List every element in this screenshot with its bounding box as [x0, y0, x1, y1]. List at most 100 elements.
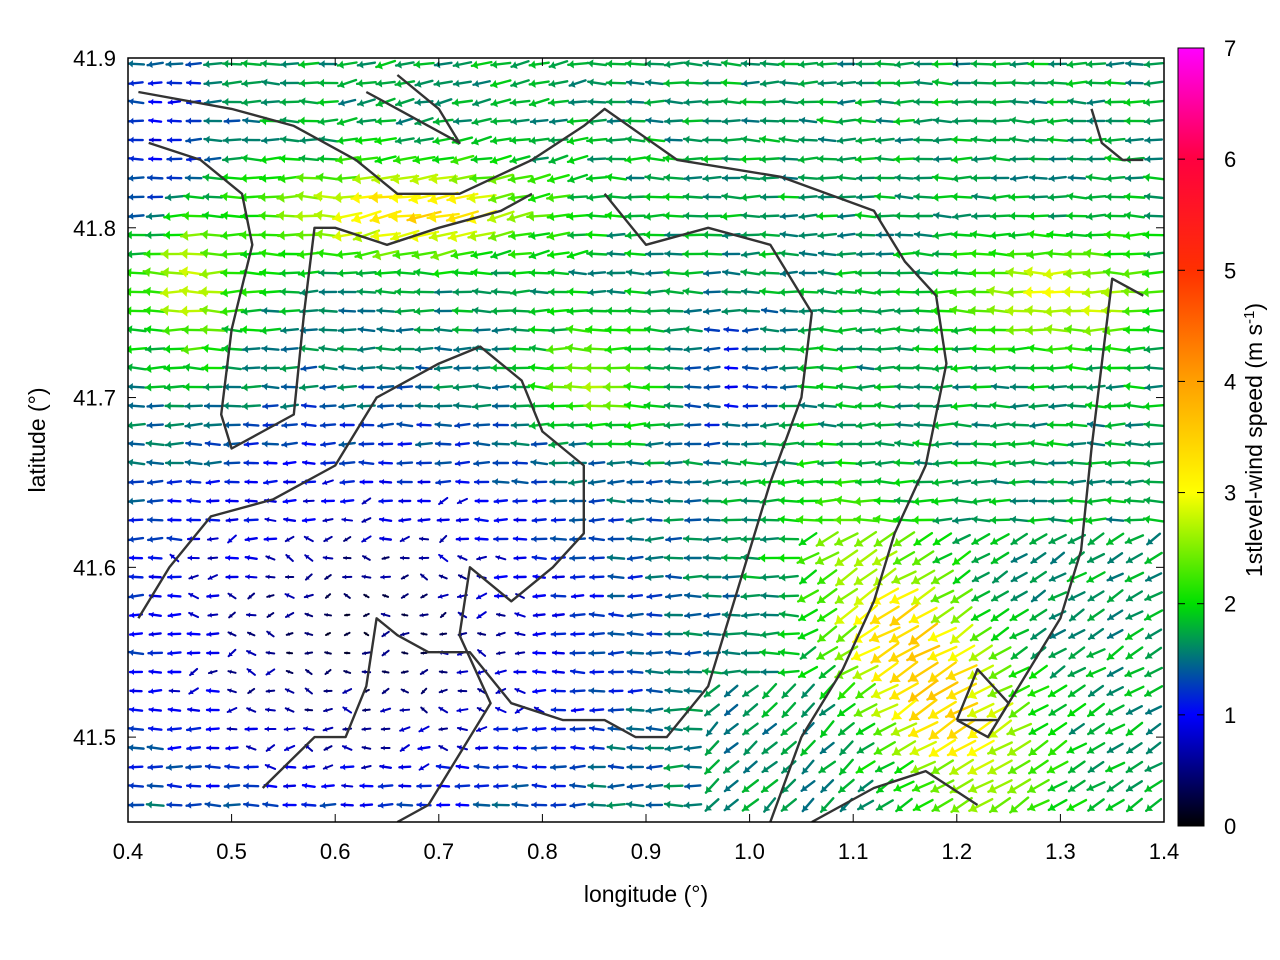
wind-vector-head	[702, 230, 709, 240]
wind-vector-head	[740, 97, 747, 107]
y-axis-title: latitude (°)	[24, 387, 50, 492]
wind-vector-head	[741, 496, 748, 505]
wind-vector-head	[247, 707, 252, 712]
wind-vector-head	[491, 269, 498, 278]
wind-vector-head	[390, 191, 399, 204]
wind-vector-head	[1105, 401, 1112, 411]
wind-vector-head	[188, 555, 193, 561]
wind-vector-head	[284, 516, 289, 523]
wind-vector-head	[478, 631, 482, 637]
wind-vector-head	[402, 651, 406, 655]
wind-vector-head	[433, 136, 440, 146]
wind-vector-head	[950, 249, 958, 259]
wind-vector-head	[835, 594, 845, 604]
wind-vector-head	[436, 763, 442, 770]
wind-vector-head	[164, 230, 170, 240]
wind-vector-head	[683, 458, 690, 467]
wind-vector-head	[625, 287, 632, 296]
wind-vector-head	[1007, 249, 1015, 260]
wind-vector-head	[703, 98, 709, 107]
wind-vector-head	[895, 382, 901, 391]
wind-vector-head	[207, 783, 211, 789]
wind-vector-head	[779, 610, 786, 619]
wind-vector-head	[416, 383, 421, 391]
wind-vector-head	[128, 649, 134, 657]
wind-vector-head	[529, 251, 537, 260]
wind-vector-head	[892, 709, 903, 720]
wind-vector-head	[321, 459, 326, 467]
wind-vector-head	[377, 363, 383, 372]
wind-vector-head	[972, 212, 978, 221]
wind-vector-head	[857, 727, 865, 736]
wind-vector-head	[474, 421, 479, 429]
wind-vector-head	[608, 706, 614, 714]
wind-vector-head	[377, 325, 383, 334]
wind-vector-head	[302, 801, 307, 809]
wind-vector-head	[1069, 765, 1076, 773]
wind-vector-head	[570, 516, 575, 524]
wind-vector-head	[894, 79, 901, 88]
wind-vector-head	[1028, 363, 1035, 373]
wind-vector-head	[838, 691, 847, 699]
wind-vector-head	[854, 595, 865, 605]
wind-vector-head	[473, 326, 479, 334]
wind-vector-head	[511, 117, 517, 126]
wind-vector-head	[1043, 268, 1052, 280]
wind-vector-head	[953, 557, 961, 565]
wind-vector-head	[759, 477, 766, 487]
wind-vector-head	[1087, 650, 1095, 659]
wind-vector-head	[471, 250, 479, 260]
wind-vector-head	[382, 669, 386, 674]
wind-vector-head	[875, 173, 881, 183]
wind-vector-head	[1010, 60, 1016, 69]
wind-vector-head	[761, 535, 767, 544]
wind-vector-head	[570, 535, 575, 543]
wind-vector-head	[319, 60, 325, 68]
wind-vector-head	[743, 727, 750, 735]
wind-vector-head	[260, 173, 267, 183]
wind-vector-head	[149, 668, 154, 675]
wind-vector-head	[222, 59, 229, 68]
wind-vector-head	[588, 288, 594, 297]
wind-vector-head	[607, 287, 613, 296]
wind-vector-head	[181, 344, 189, 355]
wind-vector-head	[344, 632, 348, 636]
wind-vector-head	[397, 459, 403, 467]
wind-vector-head	[208, 669, 213, 675]
wind-vector-head	[471, 268, 478, 278]
wind-vector-head	[969, 651, 979, 662]
wind-vector-head	[914, 420, 920, 429]
wind-vector-head	[378, 801, 384, 809]
wind-vector-head	[468, 230, 477, 242]
wind-vector-head	[168, 136, 173, 144]
wind-vector-head	[336, 155, 344, 165]
wind-vector-head	[664, 706, 671, 715]
wind-vector-head	[1143, 515, 1151, 524]
wind-vector-head	[455, 460, 461, 467]
wind-vector-head	[855, 537, 864, 547]
wind-vector-head	[533, 726, 538, 733]
wind-vector-head	[704, 459, 710, 467]
wind-vector-head	[569, 459, 575, 467]
wind-vector-head	[838, 60, 844, 68]
wind-vector-head	[703, 629, 710, 638]
wind-vector-head	[455, 782, 461, 790]
wind-vector-head	[529, 60, 536, 69]
wind-vector-head	[455, 421, 461, 429]
wind-vector-head	[665, 459, 671, 468]
wind-vector-head	[427, 210, 437, 223]
wind-vector-head	[646, 573, 652, 582]
wind-vector-head	[242, 402, 248, 411]
wind-vector-head	[147, 402, 153, 410]
wind-vector-head	[761, 193, 767, 202]
wind-vector-head	[663, 154, 670, 163]
wind-vector-head	[280, 97, 286, 107]
wind-vector-head	[1105, 211, 1112, 221]
wind-vector-head	[303, 764, 308, 771]
wind-vector-head	[345, 613, 348, 617]
wind-vector-head	[278, 174, 286, 184]
wind-vector-head	[1106, 726, 1114, 735]
wind-vector-head	[245, 574, 250, 580]
wind-vector-head	[168, 573, 173, 581]
wind-vector-head	[1068, 174, 1074, 182]
